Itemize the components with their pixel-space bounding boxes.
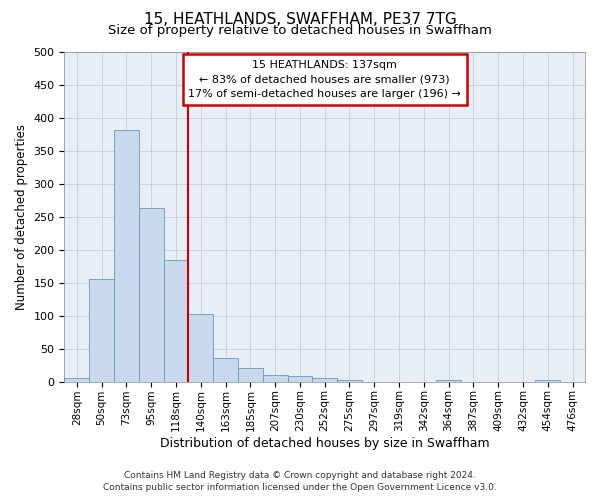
Bar xyxy=(287,376,313,382)
Bar xyxy=(89,280,114,382)
Text: Contains HM Land Registry data © Crown copyright and database right 2024.
Contai: Contains HM Land Registry data © Crown c… xyxy=(103,471,497,492)
Bar xyxy=(64,378,89,382)
Bar xyxy=(337,380,362,382)
Text: 15 HEATHLANDS: 137sqm
← 83% of detached houses are smaller (973)
17% of semi-det: 15 HEATHLANDS: 137sqm ← 83% of detached … xyxy=(188,60,461,100)
Y-axis label: Number of detached properties: Number of detached properties xyxy=(15,124,28,310)
Bar xyxy=(139,208,164,382)
Bar xyxy=(238,368,263,382)
Text: 15, HEATHLANDS, SWAFFHAM, PE37 7TG: 15, HEATHLANDS, SWAFFHAM, PE37 7TG xyxy=(143,12,457,28)
Bar xyxy=(114,130,139,382)
Bar xyxy=(313,378,337,382)
X-axis label: Distribution of detached houses by size in Swaffham: Distribution of detached houses by size … xyxy=(160,437,490,450)
Bar xyxy=(263,375,287,382)
Bar xyxy=(535,380,560,382)
Bar xyxy=(188,314,213,382)
Bar xyxy=(164,260,188,382)
Bar xyxy=(213,358,238,382)
Text: Size of property relative to detached houses in Swaffham: Size of property relative to detached ho… xyxy=(108,24,492,37)
Bar xyxy=(436,380,461,382)
